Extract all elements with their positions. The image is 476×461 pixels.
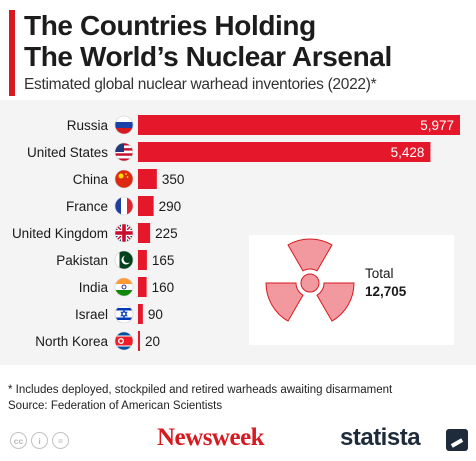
bar — [138, 142, 431, 162]
radiation-blade — [316, 282, 355, 322]
value-label: 20 — [145, 334, 160, 349]
cc-icon: cc — [10, 432, 27, 449]
value-label: 90 — [148, 307, 163, 322]
china-flag-icon — [114, 169, 134, 189]
north-korea-flag-icon — [114, 331, 134, 351]
radiation-core — [300, 273, 320, 293]
chart-title: The Countries Holding The World’s Nuclea… — [24, 10, 392, 72]
footer: cc i = Newsweek statista — [0, 424, 476, 461]
value-label: 290 — [159, 199, 182, 214]
value-label: 165 — [152, 253, 175, 268]
radiation-blade — [265, 282, 304, 322]
bar-row: United States 5,428 — [27, 142, 431, 162]
statista-logo: statista — [340, 424, 421, 451]
radiation-symbol-icon — [265, 238, 355, 322]
value-label: 350 — [162, 172, 185, 187]
bar — [138, 277, 147, 297]
category-label: United States — [27, 145, 108, 160]
total-value: 12,705 — [365, 284, 407, 299]
newsweek-logo: Newsweek — [157, 424, 265, 451]
united-states-flag-icon — [114, 142, 134, 162]
category-label: France — [66, 199, 108, 214]
value-label: 5,977 — [420, 118, 454, 133]
pakistan-flag-icon — [114, 250, 134, 270]
radiation-blade — [287, 238, 333, 272]
bar-row: India 160 — [79, 277, 174, 297]
bar-row: Pakistan 165 — [56, 250, 174, 270]
value-label: 225 — [155, 226, 178, 241]
chart-subtitle: Estimated global nuclear warhead invento… — [24, 76, 377, 93]
chart-area: Total 12,705 Russia 5,977 United States 5,428… — [0, 100, 476, 365]
footnote: * Includes deployed, stockpiled and reti… — [8, 382, 392, 414]
israel-flag-icon — [114, 304, 134, 324]
india-flag-icon — [114, 277, 134, 297]
category-label: Pakistan — [56, 253, 108, 268]
bar — [138, 196, 154, 216]
category-label: India — [79, 280, 109, 295]
bar — [138, 223, 151, 243]
footnote-note: * Includes deployed, stockpiled and reti… — [8, 384, 393, 396]
footnote-source: Source: Federation of American Scientist… — [8, 400, 223, 412]
creative-commons-icons: cc i = — [10, 432, 69, 449]
bar-row: North Korea 20 — [35, 331, 160, 351]
bar-row: Russia 5,977 — [67, 115, 460, 135]
bar — [138, 304, 143, 324]
bar-row: France 290 — [66, 196, 181, 216]
russia-flag-icon — [114, 115, 134, 135]
category-label: North Korea — [35, 334, 108, 349]
statista-mark-icon — [446, 429, 468, 451]
category-label: China — [73, 172, 109, 187]
united-kingdom-flag-icon — [114, 223, 134, 243]
value-label: 160 — [152, 280, 175, 295]
bar-row: China 350 — [73, 169, 185, 189]
title-accent-bar — [9, 10, 15, 96]
france-flag-icon — [114, 196, 134, 216]
total-panel: Total 12,705 — [249, 235, 454, 345]
category-label: Israel — [75, 307, 108, 322]
attribution-icon: i — [31, 432, 48, 449]
total-label: Total — [365, 266, 394, 281]
no-derivatives-icon: = — [52, 432, 69, 449]
bar — [138, 250, 147, 270]
bar-row: United Kingdom 225 — [12, 223, 178, 243]
title-block: The Countries Holding The World’s Nuclea… — [0, 6, 476, 100]
category-label: United Kingdom — [12, 226, 108, 241]
value-label: 5,428 — [391, 145, 425, 160]
bar — [138, 169, 157, 189]
bar — [138, 115, 460, 135]
bar-chart: Total 12,705 Russia 5,977 United States 5,428… — [12, 115, 460, 351]
bar — [138, 331, 140, 351]
bar-row: Israel 90 — [75, 304, 163, 324]
category-label: Russia — [67, 118, 109, 133]
